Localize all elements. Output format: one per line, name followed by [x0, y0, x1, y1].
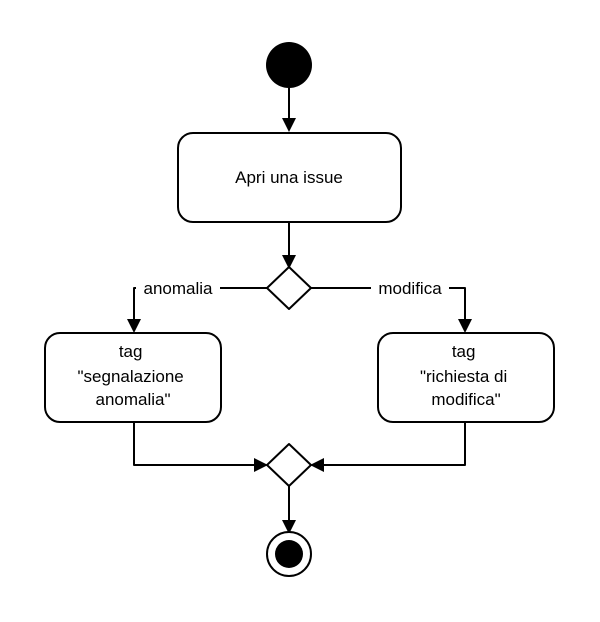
action-tag-anomaly: tag "segnalazione anomalia" [44, 332, 222, 423]
action-open-issue-line-1: Apri una issue [235, 168, 343, 187]
decision-node [266, 266, 312, 310]
action-tag-change-line-3: modifica" [431, 390, 500, 409]
action-tag-anomaly-line-3: anomalia" [95, 390, 170, 409]
edge-decision-to-tag-change [310, 287, 466, 323]
initial-node [266, 42, 312, 88]
arrowhead-tag-anomaly [127, 319, 141, 333]
edge-label-anomaly: anomalia [144, 279, 214, 298]
edge-label-change: modifica [378, 279, 442, 298]
edge-decision-to-tag-anomaly [133, 287, 268, 323]
action-tag-anomaly-line-2: "segnalazione [78, 367, 184, 386]
arrowhead-tag-change [458, 319, 472, 333]
arrowhead-merge-left [254, 458, 268, 472]
arrowhead-open-issue [282, 118, 296, 132]
arrowhead-end [282, 520, 296, 534]
action-tag-anomaly-line-1: tag [119, 342, 143, 361]
action-tag-change-line-1: tag [452, 342, 476, 361]
edge-labels: anomalia modifica [136, 278, 449, 298]
arrowhead-merge-right [310, 458, 324, 472]
final-node [266, 531, 312, 577]
action-open-issue: Apri una issue [177, 132, 402, 223]
edge-tag-change-to-merge [320, 422, 466, 466]
action-tag-change-label: tag "richiesta di modifica" [420, 342, 512, 409]
merge-node [266, 443, 312, 487]
arrowhead-decision [282, 255, 296, 269]
action-tag-anomaly-label: tag "segnalazione anomalia" [78, 342, 189, 409]
action-tag-change-line-2: "richiesta di [420, 367, 507, 386]
action-tag-change: tag "richiesta di modifica" [377, 332, 555, 423]
edges [127, 88, 472, 534]
action-open-issue-label: Apri una issue [235, 168, 343, 187]
edge-tag-anomaly-to-merge [133, 422, 258, 466]
